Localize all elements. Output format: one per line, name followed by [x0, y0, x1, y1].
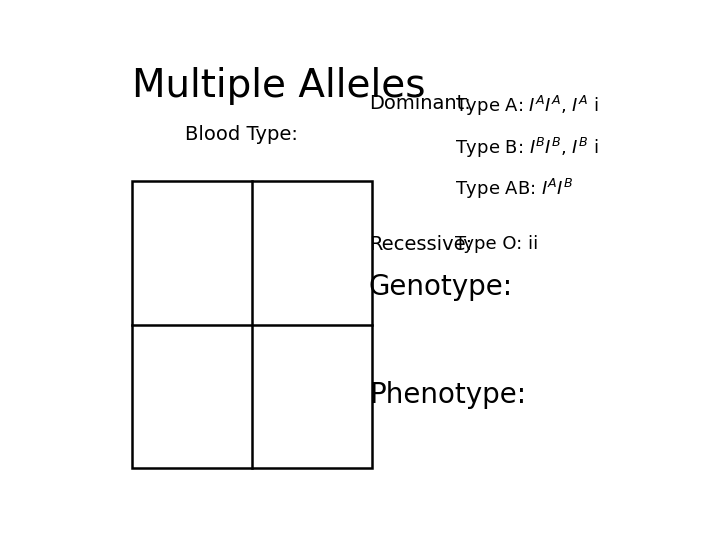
- Text: Blood Type:: Blood Type:: [185, 125, 298, 144]
- Text: Type B: $I^{B}$$I^{B}$, $I^{B}$ i: Type B: $I^{B}$$I^{B}$, $I^{B}$ i: [456, 136, 599, 160]
- Text: Multiple Alleles: Multiple Alleles: [132, 67, 426, 105]
- Text: Recessive:: Recessive:: [369, 235, 472, 254]
- Bar: [132, 181, 372, 468]
- Text: Type AB: $I^{A}$$I^{B}$: Type AB: $I^{A}$$I^{B}$: [456, 177, 574, 201]
- Text: Type A: $I^{A}$$I^{A}$, $I^{A}$ i: Type A: $I^{A}$$I^{A}$, $I^{A}$ i: [456, 94, 599, 118]
- Text: Type O: ii: Type O: ii: [456, 235, 539, 253]
- Text: Dominant:: Dominant:: [369, 94, 471, 113]
- Text: Genotype:: Genotype:: [369, 273, 513, 301]
- Text: Phenotype:: Phenotype:: [369, 381, 526, 409]
